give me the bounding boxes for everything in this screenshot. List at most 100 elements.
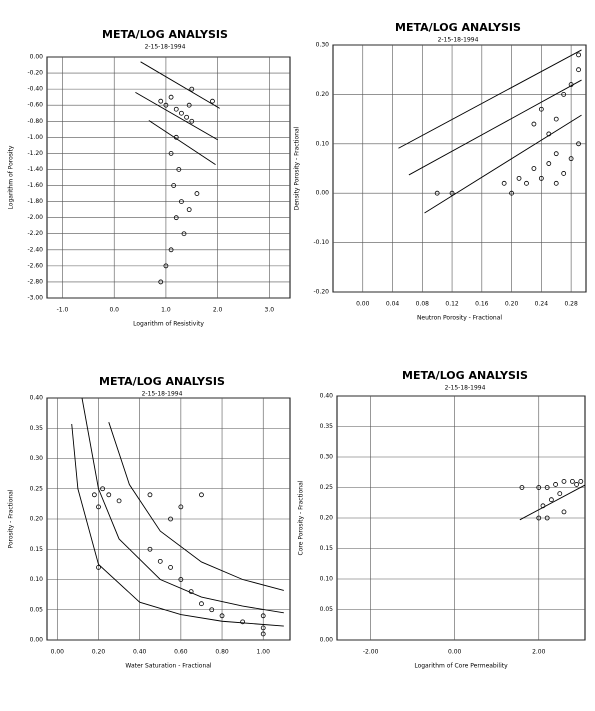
data-point: [524, 180, 529, 186]
reference-line: [81, 397, 284, 614]
data-point: [219, 613, 225, 619]
data-point: [199, 601, 204, 607]
x-tick-label: 0.12: [445, 301, 459, 308]
y-tick-label: 0.20: [320, 515, 334, 522]
data-point: [561, 171, 567, 176]
chart-subtitle: 2-15-18-1994: [438, 37, 479, 44]
x-tick-label: 2.00: [532, 649, 546, 656]
data-point: [260, 631, 266, 637]
data-point: [168, 516, 173, 522]
data-point: [509, 190, 514, 196]
x-axis-label: Logarithm of Resistivity: [133, 321, 204, 328]
data-point: [538, 106, 544, 112]
data-point: [91, 492, 97, 498]
data-point: [96, 565, 101, 570]
y-tick-label: -0.80: [27, 118, 43, 125]
data-point: [576, 141, 581, 147]
data-point: [576, 67, 581, 73]
data-point: [578, 478, 584, 484]
y-axis-label: Density Porosity - Fractional: [294, 126, 301, 210]
chart-title: META/LOG ANALYSIS: [99, 375, 225, 388]
data-point: [168, 565, 173, 570]
y-tick-label: 0.00: [320, 637, 334, 644]
data-point: [163, 102, 169, 108]
data-point: [188, 589, 194, 594]
y-tick-label: -0.10: [313, 239, 329, 246]
y-tick-label: 0.40: [320, 393, 334, 400]
data-point: [157, 558, 163, 564]
chart-subtitle: 2-15-18-1994: [142, 391, 183, 398]
x-tick-label: 0.20: [92, 649, 106, 656]
x-tick-label: 0.60: [174, 649, 188, 656]
y-tick-label: -3.00: [27, 295, 43, 302]
data-point: [519, 485, 525, 490]
x-tick-label: 0.20: [505, 301, 519, 308]
y-tick-label: 0.35: [320, 423, 334, 430]
chart-subtitle: 2-15-18-1994: [445, 385, 486, 392]
data-point: [158, 279, 164, 285]
y-axis-label: Logarithm of Porosity: [8, 145, 15, 209]
reference-line: [148, 120, 216, 166]
plot-frame: [332, 44, 587, 293]
y-tick-label: -0.20: [27, 70, 43, 77]
data-point: [184, 114, 189, 120]
data-point: [209, 607, 215, 613]
y-tick-label: -2.60: [27, 262, 43, 269]
data-point: [544, 515, 550, 521]
data-point: [181, 231, 187, 237]
data-point: [96, 504, 101, 510]
data-point: [561, 478, 567, 484]
x-axis-label: Water Saturation - Fractional: [125, 663, 212, 670]
chart-title: META/LOG ANALYSIS: [395, 21, 521, 34]
y-tick-label: 0.30: [30, 455, 44, 462]
reference-line: [108, 422, 284, 591]
x-tick-label: 0.16: [475, 301, 489, 308]
reference-line: [519, 484, 586, 521]
data-point: [168, 247, 174, 253]
data-point: [516, 175, 522, 181]
reference-line: [424, 114, 582, 214]
data-point: [553, 151, 559, 157]
data-point: [553, 116, 559, 122]
y-tick-label: 0.15: [30, 546, 44, 553]
y-tick-label: -0.40: [27, 86, 43, 93]
y-tick-label: 0.20: [30, 516, 44, 523]
data-point: [173, 134, 179, 140]
data-point: [189, 86, 195, 92]
data-point: [260, 625, 266, 631]
data-point: [546, 131, 552, 137]
data-point: [546, 161, 552, 166]
y-tick-label: -2.80: [27, 278, 43, 285]
x-axis-label: Logarithm of Core Permeability: [414, 663, 508, 670]
data-point: [540, 503, 546, 509]
data-point: [168, 150, 174, 156]
y-tick-label: 0.05: [30, 606, 44, 613]
x-axis-label: Neutron Porosity - Fractional: [417, 315, 502, 322]
y-tick-label: 0.30: [316, 42, 330, 49]
y-tick-label: 0.10: [30, 576, 44, 583]
data-point: [536, 485, 542, 490]
data-point: [100, 486, 106, 492]
data-point: [176, 167, 182, 172]
x-tick-label: 2.0: [213, 307, 223, 314]
y-tick-label: 0.25: [30, 485, 44, 492]
x-tick-label: 0.28: [564, 301, 578, 308]
x-tick-label: 0.24: [535, 301, 549, 308]
data-point: [194, 191, 200, 196]
y-tick-label: -2.20: [27, 230, 43, 237]
x-tick-label: 0.40: [133, 649, 147, 656]
y-tick-label: 0.05: [320, 606, 334, 613]
x-tick-label: 0.08: [416, 301, 430, 308]
data-point: [561, 509, 567, 515]
data-point: [178, 504, 184, 510]
data-point: [116, 498, 122, 504]
data-point: [557, 491, 563, 497]
data-point: [189, 118, 195, 124]
data-point: [199, 492, 204, 498]
y-tick-label: -1.00: [27, 134, 43, 141]
data-point: [574, 482, 579, 487]
y-tick-label: -1.60: [27, 182, 43, 189]
y-tick-label: -1.80: [27, 198, 43, 205]
